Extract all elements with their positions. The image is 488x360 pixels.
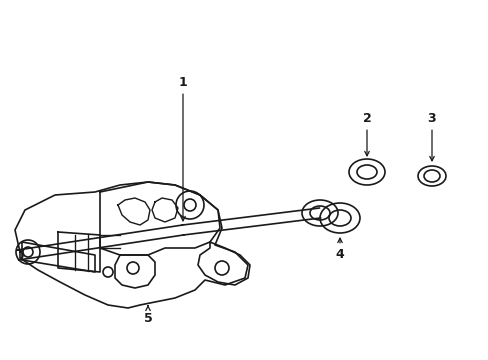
Text: 1: 1 — [178, 76, 187, 221]
Text: 5: 5 — [143, 306, 152, 324]
Text: 4: 4 — [335, 238, 344, 261]
Text: 2: 2 — [362, 112, 370, 156]
Text: 3: 3 — [427, 112, 435, 161]
